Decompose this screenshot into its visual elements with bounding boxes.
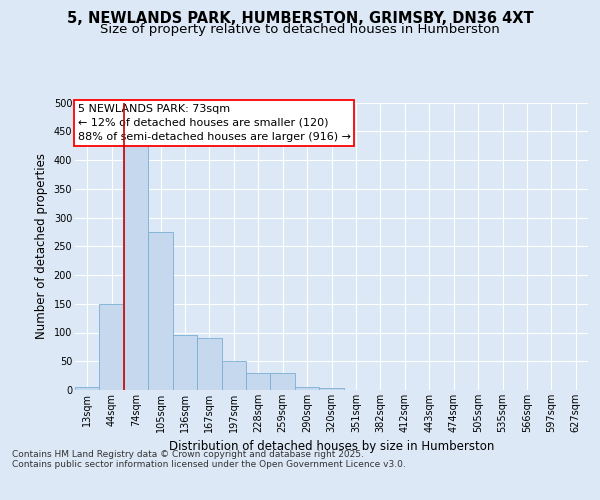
Bar xyxy=(148,232,173,390)
Bar xyxy=(197,338,221,390)
Text: 5 NEWLANDS PARK: 73sqm
← 12% of detached houses are smaller (120)
88% of semi-de: 5 NEWLANDS PARK: 73sqm ← 12% of detached… xyxy=(77,104,350,142)
Text: Size of property relative to detached houses in Humberston: Size of property relative to detached ho… xyxy=(100,24,500,36)
Bar xyxy=(100,304,124,390)
X-axis label: Distribution of detached houses by size in Humberston: Distribution of detached houses by size … xyxy=(169,440,494,454)
Bar xyxy=(271,373,295,390)
Bar xyxy=(221,361,246,390)
Bar xyxy=(173,336,197,390)
Bar xyxy=(319,388,344,390)
Bar xyxy=(246,373,271,390)
Bar xyxy=(124,120,148,390)
Text: Contains HM Land Registry data © Crown copyright and database right 2025.
Contai: Contains HM Land Registry data © Crown c… xyxy=(12,450,406,469)
Bar xyxy=(75,387,100,390)
Text: 5, NEWLANDS PARK, HUMBERSTON, GRIMSBY, DN36 4XT: 5, NEWLANDS PARK, HUMBERSTON, GRIMSBY, D… xyxy=(67,11,533,26)
Y-axis label: Number of detached properties: Number of detached properties xyxy=(35,153,48,340)
Bar xyxy=(295,387,319,390)
